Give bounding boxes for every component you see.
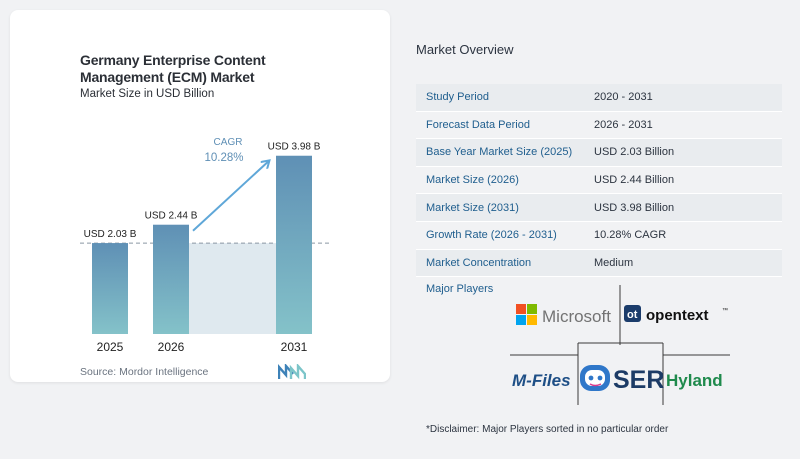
stats-key: Base Year Market Size (2025) [416,138,584,167]
x-tick-label: 2026 [158,340,185,354]
stats-key: Market Size (2026) [416,166,584,195]
microsoft-logo-text: Microsoft [542,307,611,326]
bar-2025 [92,243,128,334]
m-files-logo-icon: M-Files [512,371,571,390]
stats-key: Market Concentration [416,249,584,278]
hyland-logo-icon: Hyland [666,371,723,390]
major-players-label: Major Players [426,283,494,295]
stats-row: Growth Rate (2026 - 2031) 10.28% CAGR [416,221,782,250]
ser-logo-text: SER [613,366,664,394]
stats-value: USD 2.03 Billion [584,138,782,167]
market-stats-table: Study Period 2020 - 2031 Forecast Data Per… [416,84,782,278]
cagr-value: 10.28% [204,152,243,164]
value-label: USD 3.98 B [268,142,321,153]
chart-title-line-1: Germany Enterprise Content [80,52,266,68]
value-label: USD 2.03 B [84,229,137,240]
bar-2026 [153,224,189,334]
opentext-logo-text: opentext [646,307,709,324]
x-tick-label: 2025 [97,340,124,354]
market-overview-title: Market Overview [416,42,514,57]
stats-value: 10.28% CAGR [584,221,782,250]
ser-logo-icon: SER [580,365,664,394]
chart-title: Germany Enterprise Content Management (E… [80,52,300,86]
stats-value: 2020 - 2031 [584,84,782,112]
stats-value: 2026 - 2031 [584,111,782,140]
stats-value: USD 3.98 Billion [584,193,782,222]
market-overview: Market Overview [416,42,514,57]
cagr-arrow [192,162,268,232]
growth-band [189,243,276,334]
bar-chart: USD 2.03 B 2025 USD 2.44 B 2026 USD 3.98 B 20… [80,137,330,354]
opentext-logo-icon: ot opentext ™ [624,305,728,324]
chart-title-line-2: Management (ECM) Market [80,69,255,85]
bar-2031 [276,155,312,334]
chart-subtitle: Market Size in USD Billion [80,88,215,100]
stats-key: Study Period [416,84,584,112]
svg-text:™: ™ [722,307,728,314]
stats-value: USD 2.44 Billion [584,166,782,195]
microsoft-logo-icon: Microsoft [516,304,611,326]
value-label: USD 2.44 B [145,211,198,222]
stats-row: Market Size (2031) USD 3.98 Billion [416,193,782,222]
disclaimer-note: *Disclaimer: Major Players sorted in no … [426,424,669,435]
stats-row: Forecast Data Period 2026 - 2031 [416,111,782,140]
stats-key: Market Size (2031) [416,193,584,222]
m-files-logo-text: M-Files [512,371,571,390]
stats-row: Base Year Market Size (2025) USD 2.03 Bil… [416,138,782,167]
stats-key: Forecast Data Period [416,111,584,140]
svg-text:ot: ot [627,309,638,321]
stats-key: Growth Rate (2026 - 2031) [416,221,584,250]
source-note: Source: Mordor Intelligence [80,366,209,378]
hyland-logo-text: Hyland [666,371,723,390]
cagr-label: CAGR [214,137,243,148]
stats-value: Medium [584,249,782,278]
stats-row: Study Period 2020 - 2031 [416,84,782,112]
stats-row: Market Size (2026) USD 2.44 Billion [416,166,782,195]
stats-row: Market Concentration Medium [416,249,782,278]
x-tick-label: 2031 [281,340,308,354]
mordor-logo-icon [278,364,306,380]
